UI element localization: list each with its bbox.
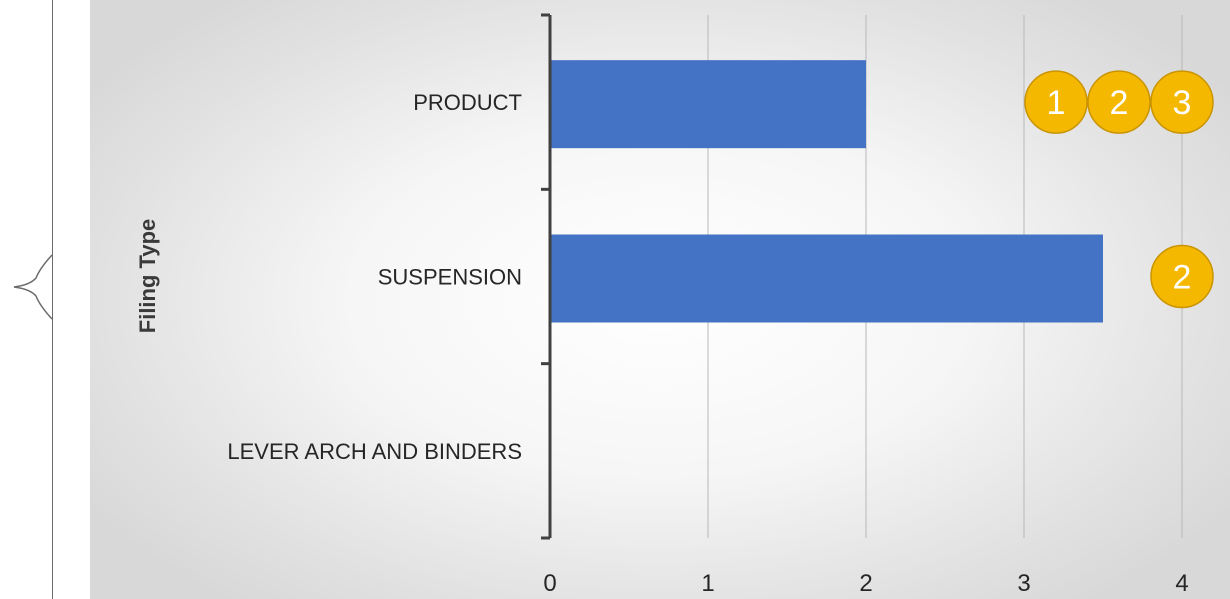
- x-tick-label: 3: [1017, 570, 1030, 597]
- x-tick-labels: 0 1 2 3 4: [543, 570, 1188, 597]
- badge-circle: [1024, 70, 1088, 134]
- number-badge: 3: [1150, 70, 1214, 134]
- category-label: LEVER ARCH AND BINDERS: [227, 439, 522, 464]
- bars: [550, 60, 1103, 323]
- number-badges: 1 2 3 2: [1024, 70, 1214, 309]
- badge-number: 2: [1173, 259, 1192, 297]
- bar-suspension: [550, 234, 1103, 323]
- badge-number: 1: [1047, 84, 1066, 122]
- badge-circle: [1150, 70, 1214, 134]
- x-tick-label: 1: [701, 570, 714, 597]
- left-margin-panel: [0, 0, 90, 599]
- category-label: PRODUCT: [413, 90, 522, 115]
- number-badge: 1: [1024, 70, 1088, 134]
- left-divider-line: [52, 0, 53, 599]
- badge-circle: [1150, 244, 1214, 309]
- brace-icon: [13, 254, 53, 320]
- badge-number: 2: [1110, 84, 1129, 122]
- bar-product: [550, 60, 866, 149]
- badge-circle: [1087, 70, 1151, 134]
- badge-number: 3: [1173, 84, 1192, 122]
- y-axis-title: Filing Type: [135, 219, 160, 333]
- number-badge: 2: [1087, 70, 1151, 134]
- y-axis: [541, 13, 552, 540]
- number-badge: 2: [1150, 244, 1214, 309]
- x-tick-label: 0: [543, 570, 556, 597]
- x-tick-label: 2: [859, 570, 872, 597]
- x-tick-label: 4: [1175, 570, 1188, 597]
- category-labels: PRODUCT SUSPENSION LEVER ARCH AND BINDERS: [227, 90, 522, 464]
- category-label: SUSPENSION: [378, 265, 522, 290]
